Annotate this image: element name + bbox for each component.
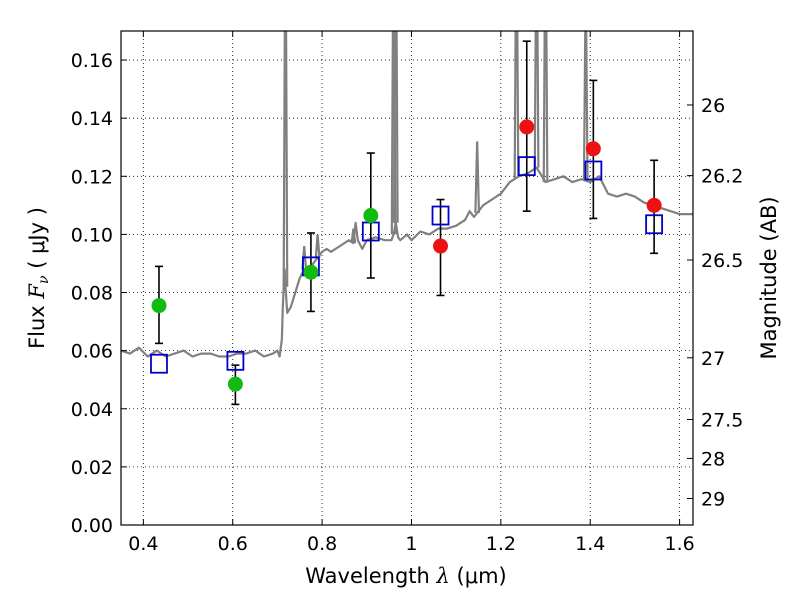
y-tick-label: 0.00	[71, 515, 113, 537]
spectrum-emission-line	[542, 31, 549, 183]
y2-tick-label: 27.5	[701, 409, 743, 431]
observed-point-red	[646, 197, 662, 213]
spectrum-emission-line	[350, 228, 357, 244]
model-point-square	[431, 205, 450, 226]
x-tick-label: 1	[405, 533, 417, 555]
model-point-square	[645, 214, 664, 235]
x-axis-title: Wavelength λ (μm)	[305, 564, 506, 588]
spectrum-emission-line	[513, 31, 520, 178]
y-axis-title: Flux Fν ( μJy )	[25, 207, 52, 349]
y-tick-label: 0.10	[71, 224, 113, 246]
spectrum-emission-line	[533, 31, 540, 168]
x-tick-label: 1.4	[575, 533, 605, 555]
spectrum-emission-line	[582, 31, 589, 181]
y-tick-label: 0.12	[71, 166, 113, 188]
axis-ticks: 0.4 0.6 0.8 1 1.2 1.4 1.6 0.00 0.02 0.04 0.06 0.08 0…	[71, 31, 743, 555]
y2-tick-label: 28	[701, 448, 725, 470]
observed-point-red	[519, 119, 535, 135]
spectrum-emission-line	[314, 234, 321, 258]
plot-frame	[120, 30, 694, 526]
x-tick-label: 0.8	[307, 533, 337, 555]
y2-tick-label: 27	[701, 348, 725, 370]
y2-tick-label: 26.5	[701, 250, 743, 272]
spectrum-emission-line	[282, 31, 289, 287]
x-tick-label: 1.6	[664, 533, 694, 555]
y2-tick-label: 26	[701, 95, 725, 117]
data-markers	[150, 119, 664, 392]
spectrum-continuum	[121, 166, 693, 358]
model-spectrum	[121, 31, 693, 358]
model-point-square	[584, 160, 603, 181]
y2-axis-title: Magnitude (AB)	[757, 196, 781, 359]
spectrum-emission-line	[474, 141, 481, 213]
model-point-square	[150, 353, 168, 374]
y-tick-label: 0.08	[71, 283, 113, 305]
observed-point-red	[585, 141, 601, 157]
y-tick-label: 0.04	[71, 399, 113, 421]
observed-point-red	[433, 238, 449, 254]
spectrum-emission-line	[392, 31, 399, 223]
observed-point-green	[151, 298, 167, 314]
y2-tick-label: 29	[701, 488, 725, 510]
model-point-square	[517, 156, 536, 177]
y-tick-label: 0.14	[71, 108, 113, 130]
y-tick-label: 0.16	[71, 50, 113, 72]
grid	[121, 31, 693, 526]
y-tick-label: 0.02	[71, 457, 113, 479]
observed-point-green	[227, 376, 243, 392]
x-tick-label: 0.4	[128, 533, 158, 555]
observed-point-green	[363, 208, 379, 224]
model-point-square	[226, 350, 245, 371]
observed-point-green	[303, 264, 319, 280]
x-tick-label: 0.6	[218, 533, 248, 555]
error-bars	[154, 40, 659, 406]
y2-tick-label: 26.2	[701, 166, 743, 188]
y-tick-label: 0.06	[71, 341, 113, 363]
x-tick-label: 1.2	[486, 533, 516, 555]
